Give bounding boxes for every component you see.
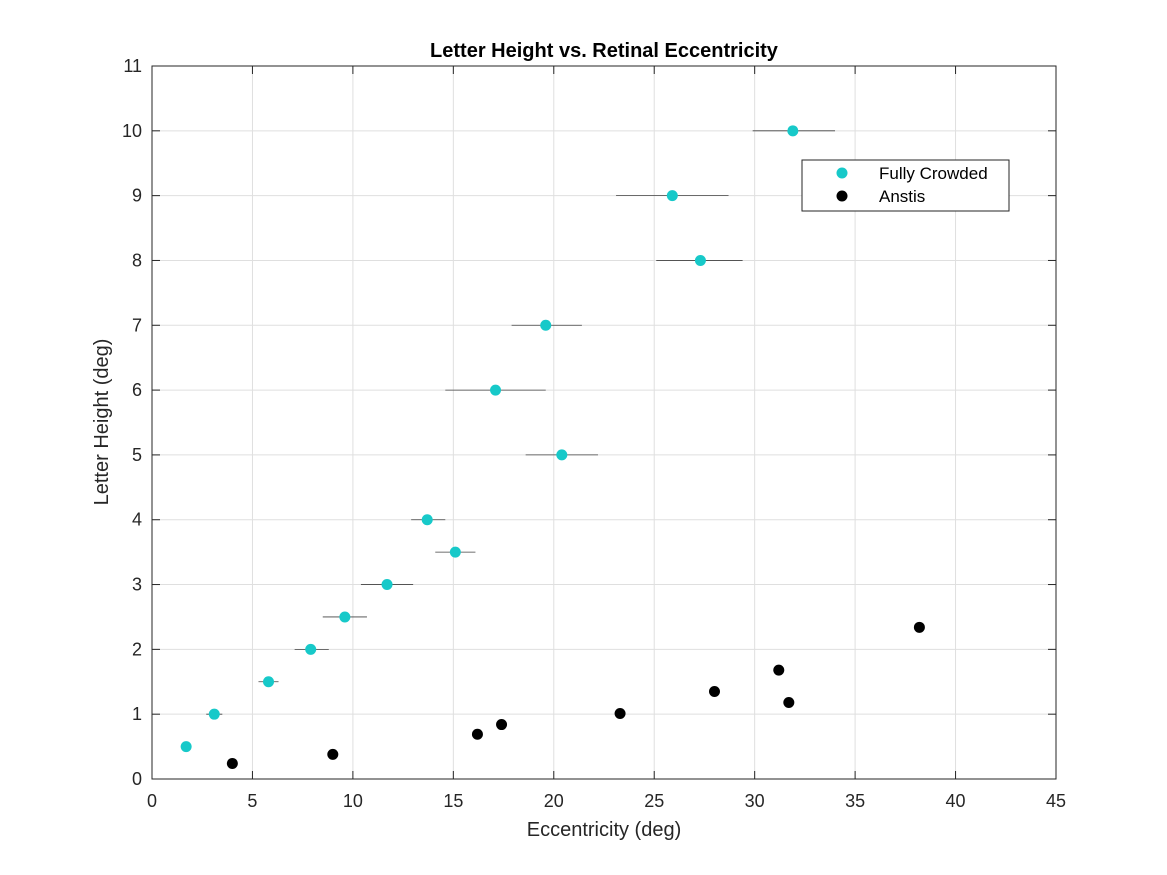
plot-frame <box>151 65 1057 780</box>
anstis-point <box>226 757 238 769</box>
fully-crowded-point <box>540 319 552 331</box>
fully-crowded-point <box>666 190 678 202</box>
x-tick-label: 25 <box>644 791 664 811</box>
legend-marker-fully-crowded <box>836 167 848 179</box>
x-tick-label: 20 <box>544 791 564 811</box>
x-tick-label: 40 <box>946 791 966 811</box>
y-tick-label: 9 <box>132 186 142 206</box>
legend-label-anstis: Anstis <box>879 187 925 206</box>
y-tick-label: 1 <box>132 704 142 724</box>
anstis-point <box>496 719 508 731</box>
legend-label-fully-crowded: Fully Crowded <box>879 164 988 183</box>
y-tick-label: 2 <box>132 639 142 659</box>
legend: Fully Crowded Anstis <box>801 159 1010 212</box>
x-axis-label: Eccentricity (deg) <box>527 819 682 841</box>
anstis-point <box>614 708 626 720</box>
grid <box>151 65 1057 780</box>
fully-crowded-point <box>339 611 351 623</box>
y-tick-label: 0 <box>132 769 142 789</box>
series-layer <box>180 125 925 769</box>
anstis-point <box>773 664 785 676</box>
chart-title: Letter Height vs. Retinal Eccentricity <box>430 40 779 62</box>
y-tick-label: 4 <box>132 510 142 530</box>
anstis-point <box>913 621 925 633</box>
y-tick-label: 8 <box>132 250 142 270</box>
fully-crowded-point <box>208 708 220 720</box>
y-tick-label: 5 <box>132 445 142 465</box>
y-axis-label: Letter Height (deg) <box>91 339 113 506</box>
anstis-point <box>783 697 795 709</box>
fully-crowded-point <box>449 546 461 558</box>
y-tick-label: 7 <box>132 315 142 335</box>
x-tick-label: 5 <box>247 791 257 811</box>
x-tick-label: 15 <box>443 791 463 811</box>
legend-marker-anstis <box>836 190 848 202</box>
fully-crowded-point <box>305 643 317 655</box>
anstis-point <box>471 728 483 740</box>
fully-crowded-point <box>263 676 275 688</box>
legend-box <box>801 159 1010 212</box>
y-tick-label: 10 <box>122 121 142 141</box>
x-tick-label: 45 <box>1046 791 1066 811</box>
y-tick-label: 3 <box>132 575 142 595</box>
fully-crowded-point <box>787 125 799 137</box>
fully-crowded-point <box>556 449 568 461</box>
y-tick-label: 6 <box>132 380 142 400</box>
fully-crowded-point <box>694 254 706 266</box>
fully-crowded-point <box>180 741 192 753</box>
x-tick-label: 35 <box>845 791 865 811</box>
anstis-point <box>708 685 720 697</box>
x-tick-label: 0 <box>147 791 157 811</box>
fully-crowded-point <box>490 384 502 396</box>
anstis-point <box>327 748 339 760</box>
fully-crowded-point <box>421 514 433 526</box>
x-tick-label: 10 <box>343 791 363 811</box>
fully-crowded-point <box>381 579 393 591</box>
x-tick-label: 30 <box>745 791 765 811</box>
y-tick-label: 11 <box>123 56 142 76</box>
